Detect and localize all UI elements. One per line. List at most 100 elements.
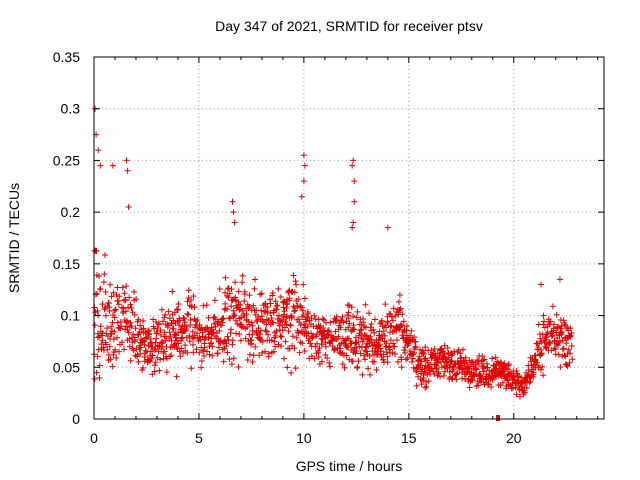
data-point [166, 315, 173, 322]
data-point [237, 302, 244, 309]
data-point [454, 370, 461, 377]
data-point [538, 338, 545, 345]
data-point [441, 351, 448, 358]
data-point [235, 363, 242, 370]
data-point [287, 321, 294, 328]
data-point [269, 289, 276, 296]
data-point [492, 354, 499, 361]
data-point [173, 373, 180, 380]
data-point [153, 335, 160, 342]
data-point [272, 298, 279, 305]
data-point [297, 303, 304, 310]
data-point [91, 322, 98, 329]
data-point [226, 356, 233, 363]
data-point [248, 319, 255, 326]
data-point [567, 325, 574, 332]
data-point [564, 363, 571, 370]
data-point [157, 331, 164, 338]
data-point [131, 288, 138, 295]
data-point [515, 377, 522, 384]
y-tick-label: 0.1 [61, 308, 81, 324]
data-point [350, 157, 357, 164]
data-point [307, 340, 314, 347]
data-point [142, 347, 149, 354]
data-point [568, 330, 575, 337]
data-point [269, 292, 276, 299]
data-point [188, 365, 195, 372]
data-point [116, 348, 123, 355]
data-point [196, 334, 203, 341]
data-point [265, 350, 272, 357]
data-point [201, 353, 208, 360]
data-point [209, 343, 216, 350]
data-point [104, 346, 111, 353]
data-point [361, 356, 368, 363]
data-point [354, 308, 361, 315]
data-point [448, 352, 455, 359]
data-point [381, 332, 388, 339]
data-point [389, 317, 396, 324]
data-point [281, 355, 288, 362]
data-point [100, 279, 107, 286]
data-point [102, 341, 109, 348]
data-point [225, 285, 232, 292]
data-point [184, 310, 191, 317]
data-point [248, 337, 255, 344]
data-point [123, 283, 130, 290]
data-point [163, 333, 170, 340]
data-point [423, 383, 430, 390]
data-point [267, 296, 274, 303]
plot-frame [93, 56, 605, 420]
data-point [413, 382, 420, 389]
data-point [182, 342, 189, 349]
data-point [300, 311, 307, 318]
data-point [252, 343, 259, 350]
data-point [95, 147, 102, 154]
data-point [115, 301, 122, 308]
data-point [288, 313, 295, 320]
y-tick-label: 0.2 [61, 204, 81, 220]
data-point [348, 304, 355, 311]
data-point [384, 359, 391, 366]
data-point [94, 353, 101, 360]
data-point [501, 360, 508, 367]
data-point [198, 364, 205, 371]
data-point [246, 292, 253, 299]
data-point [410, 351, 417, 358]
data-point [468, 358, 475, 365]
data-point [280, 299, 287, 306]
data-point [259, 318, 266, 325]
data-point [339, 361, 346, 368]
data-point [163, 369, 170, 376]
data-point [212, 316, 219, 323]
data-point [216, 327, 223, 334]
data-point [408, 358, 415, 365]
data-point [378, 319, 385, 326]
data-point [150, 316, 157, 323]
data-point [181, 315, 188, 322]
data-point [354, 363, 361, 370]
data-point [418, 381, 425, 388]
data-point [437, 373, 444, 380]
data-point [175, 306, 182, 313]
data-point [412, 344, 419, 351]
data-point [121, 346, 128, 353]
data-point [521, 389, 528, 396]
data-point [553, 311, 560, 318]
data-point [101, 271, 108, 278]
data-point [158, 306, 165, 313]
data-point [344, 301, 351, 308]
data-point [106, 343, 113, 350]
data-point [173, 306, 180, 313]
data-point [362, 301, 369, 308]
data-point [156, 367, 163, 374]
data-point [97, 162, 104, 169]
data-point [367, 371, 374, 378]
data-point [186, 332, 193, 339]
data-point [157, 356, 164, 363]
data-point [168, 337, 175, 344]
data-point [363, 332, 370, 339]
data-point [466, 384, 473, 391]
data-point [232, 294, 239, 301]
